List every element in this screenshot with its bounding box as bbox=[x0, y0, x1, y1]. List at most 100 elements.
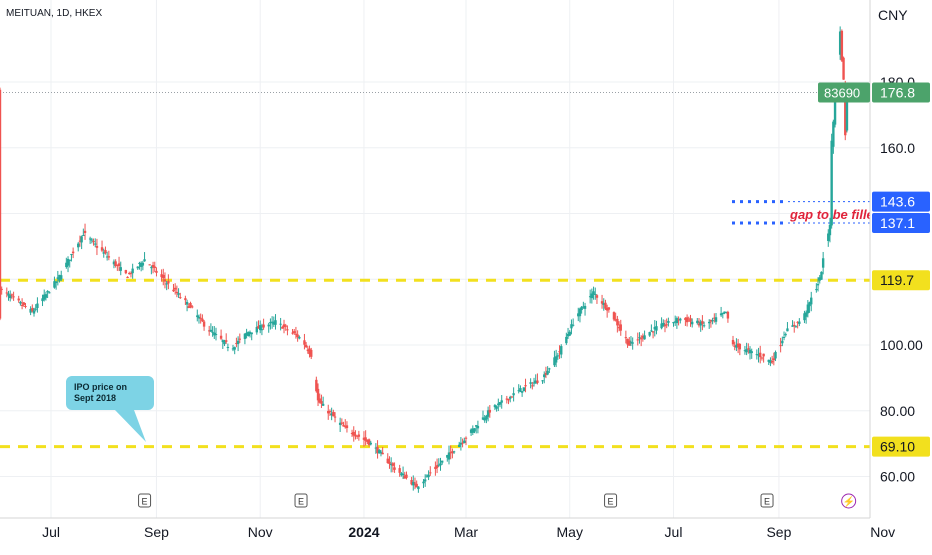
candle-body bbox=[296, 334, 299, 338]
candle-body bbox=[578, 308, 582, 317]
candle-body bbox=[29, 308, 32, 313]
candle-body bbox=[475, 425, 478, 427]
candle-body bbox=[77, 243, 80, 248]
candle-body bbox=[235, 342, 238, 344]
candle-body bbox=[423, 479, 427, 482]
candle-body bbox=[381, 452, 384, 455]
horizontal-lines[interactable] bbox=[0, 92, 870, 449]
earnings-marker[interactable] bbox=[294, 493, 308, 508]
candle-body bbox=[457, 444, 461, 448]
candle-body bbox=[82, 235, 85, 237]
candles bbox=[0, 26, 849, 493]
earnings-marker[interactable] bbox=[760, 493, 774, 508]
candle-body bbox=[236, 340, 240, 345]
candle-body bbox=[488, 409, 492, 413]
candle-body bbox=[736, 343, 740, 347]
candle-body bbox=[662, 322, 665, 327]
candle-body bbox=[391, 463, 395, 466]
candle-body bbox=[512, 393, 515, 396]
candle-body bbox=[726, 311, 730, 319]
currency-label[interactable]: CNY bbox=[878, 7, 908, 23]
candle-body bbox=[429, 472, 432, 474]
candle-body bbox=[41, 298, 44, 302]
candle-body bbox=[650, 330, 653, 332]
candle-body bbox=[447, 452, 451, 460]
candle-body bbox=[507, 398, 510, 401]
candle-body bbox=[639, 338, 643, 340]
candle-body bbox=[566, 334, 570, 337]
candle-body bbox=[554, 356, 558, 363]
candle-body bbox=[224, 340, 228, 342]
candle-body bbox=[697, 323, 701, 326]
candle-body bbox=[628, 340, 631, 346]
candle-body bbox=[284, 325, 287, 327]
candle-body bbox=[600, 301, 604, 304]
candle-body bbox=[117, 263, 121, 267]
candle-body bbox=[845, 89, 849, 131]
candle-body bbox=[7, 293, 10, 296]
candle-body bbox=[735, 344, 738, 348]
candle-body bbox=[498, 402, 502, 405]
last-price-tag-text: 176.8 bbox=[880, 85, 915, 101]
candle-body bbox=[665, 324, 668, 326]
candle-body bbox=[624, 337, 628, 339]
candle-body bbox=[745, 349, 748, 353]
candle-body bbox=[66, 258, 70, 266]
candle-body bbox=[187, 306, 190, 309]
candle-body bbox=[810, 297, 813, 305]
candle-body bbox=[602, 303, 605, 305]
candle-body bbox=[306, 349, 310, 352]
callout-text-line1: IPO price on bbox=[74, 382, 127, 392]
candle-body bbox=[653, 326, 656, 330]
candle-body bbox=[78, 240, 82, 242]
candle-body bbox=[607, 307, 611, 310]
candle-body bbox=[719, 313, 723, 316]
candle-body bbox=[524, 385, 527, 387]
ipo-callout[interactable]: IPO price on Sept 2018 bbox=[66, 376, 154, 442]
candle-body bbox=[629, 341, 633, 343]
candle-body bbox=[31, 308, 34, 312]
candle-body bbox=[505, 398, 509, 400]
candle-body bbox=[440, 460, 444, 463]
candle-body bbox=[497, 403, 500, 406]
candle-body bbox=[580, 306, 583, 311]
gap-annotation[interactable]: gap to be filled bbox=[789, 207, 883, 222]
dividend-marker[interactable] bbox=[841, 493, 857, 509]
candle-body bbox=[245, 332, 248, 336]
candle-body bbox=[340, 422, 344, 424]
candle-body bbox=[626, 338, 629, 345]
candle-body bbox=[517, 390, 520, 392]
candle-body bbox=[451, 451, 454, 454]
candle-body bbox=[828, 224, 832, 236]
candle-body bbox=[17, 298, 20, 301]
candle-body bbox=[743, 350, 747, 352]
candle-body bbox=[536, 380, 539, 383]
candle-body bbox=[708, 321, 711, 324]
candle-body bbox=[53, 281, 56, 288]
earnings-marker[interactable] bbox=[604, 493, 618, 508]
earnings-marker[interactable] bbox=[138, 493, 152, 508]
candle-body bbox=[486, 410, 490, 417]
candle-body bbox=[747, 348, 750, 350]
lightning-icon: ⚡ bbox=[842, 495, 854, 508]
candle-body bbox=[435, 465, 439, 468]
candle-body bbox=[437, 464, 440, 466]
event-markers[interactable]: E E E E ⚡ bbox=[138, 493, 857, 509]
candle-body bbox=[679, 318, 682, 321]
candle-body bbox=[94, 243, 97, 245]
candle-body bbox=[818, 277, 821, 281]
candle-body bbox=[226, 346, 230, 348]
candle-body bbox=[667, 320, 670, 323]
candle-body bbox=[804, 312, 808, 317]
candle-body bbox=[838, 31, 842, 55]
support-price-tag-text: 119.7 bbox=[880, 272, 914, 288]
time-axis-area[interactable] bbox=[0, 518, 932, 550]
candle-body bbox=[46, 290, 49, 293]
candle-body bbox=[791, 325, 794, 327]
candle-body bbox=[269, 322, 272, 324]
candle-body bbox=[808, 302, 811, 307]
candle-body bbox=[410, 479, 413, 485]
candle-body bbox=[687, 320, 690, 322]
candle-body bbox=[100, 247, 104, 251]
